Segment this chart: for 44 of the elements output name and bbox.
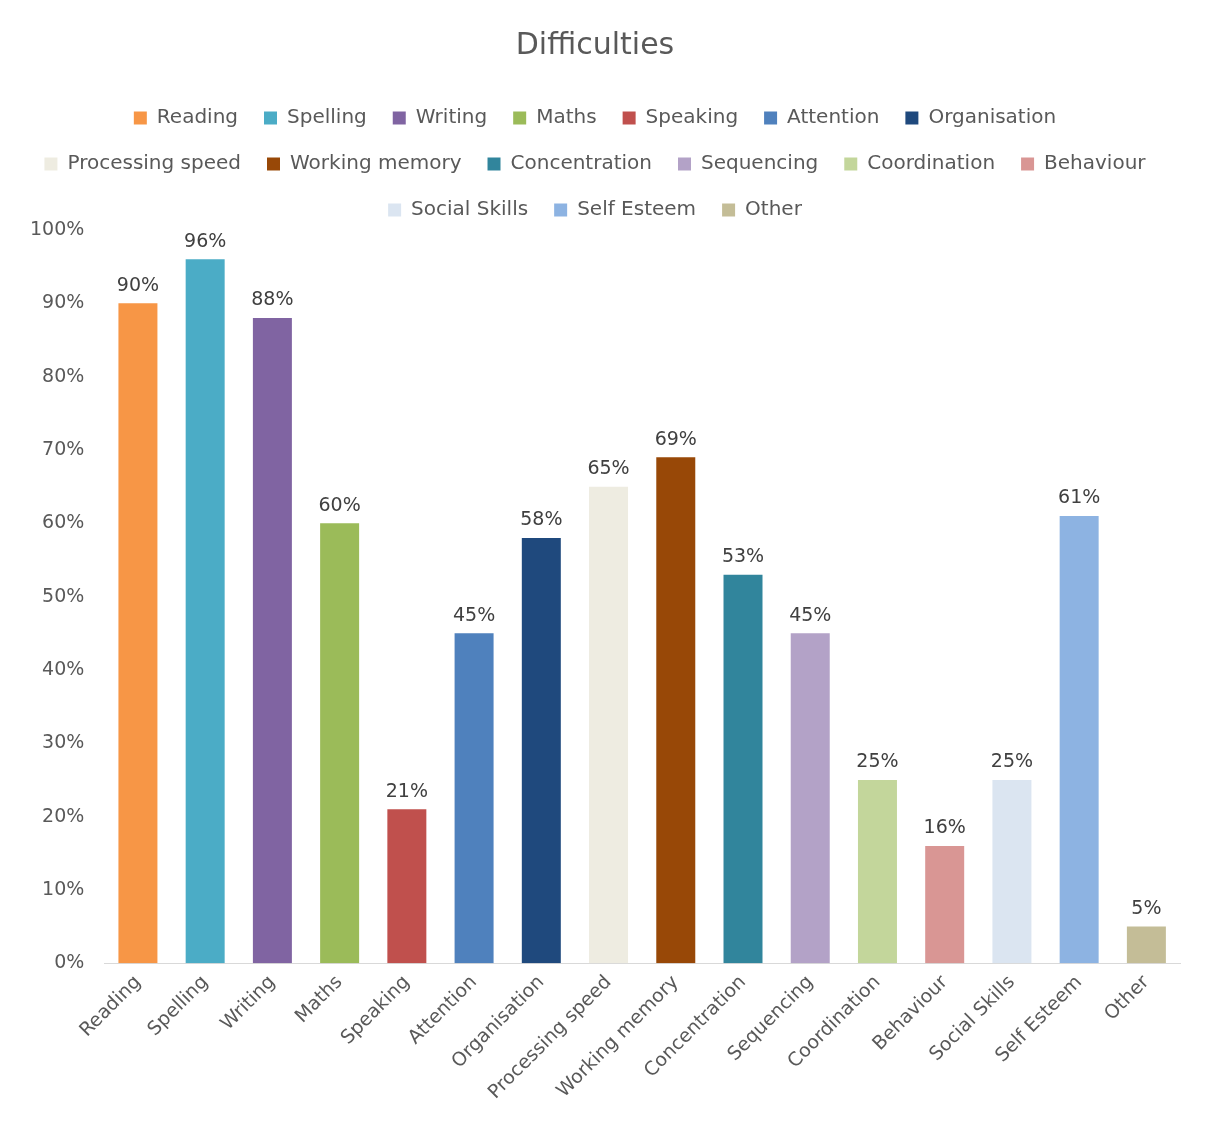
y-tick-label: 60% [42,510,85,533]
data-label: 53% [721,544,765,567]
legend-label: Processing speed [67,150,242,175]
data-label: 45% [452,602,496,625]
data-label: 88% [251,287,294,310]
y-tick-label: 70% [42,436,85,459]
data-label: 58% [520,507,563,530]
legend-label: Other [745,196,803,221]
y-tick-label: 40% [42,656,85,679]
data-label: 96% [184,228,227,251]
legend-label: Reading [156,104,239,129]
y-tick-label: 20% [42,803,85,826]
data-label: 60% [318,492,361,515]
legend-label: Behaviour [1044,150,1147,175]
data-label: 21% [385,778,428,801]
data-label: 61% [1058,485,1101,508]
legend-label: Coordination [867,150,996,175]
data-label: 25% [990,749,1034,772]
y-tick-label: 50% [42,583,85,606]
legend-label: Self Esteem [577,196,697,221]
y-tick-label: 80% [42,363,85,386]
legend-label: Attention [787,104,880,129]
legend-label: Concentration [510,150,652,175]
legend-label: Working memory [290,150,462,175]
data-label: 16% [923,815,966,838]
legend-label: Maths [536,104,597,129]
legend-label: Sequencing [701,150,819,175]
y-tick-label: 0% [54,950,85,973]
legend-label: Spelling [287,104,367,129]
legend-label: Writing [415,104,488,129]
y-tick-label: 90% [42,290,85,313]
chart-title: Difficulties [515,25,675,61]
legend-label: Social Skills [411,196,529,221]
legend-label: Speaking [645,104,739,129]
y-tick-label: 100% [29,216,85,239]
data-label: 5% [1131,896,1162,919]
y-tick-label: 10% [42,876,85,899]
data-label: 45% [789,602,832,625]
y-tick-label: 30% [42,730,85,753]
data-label: 25% [856,749,899,772]
legend-label: Organisation [928,104,1057,129]
data-label: 90% [116,272,160,295]
data-label: 69% [654,426,697,449]
data-label: 65% [587,456,630,479]
